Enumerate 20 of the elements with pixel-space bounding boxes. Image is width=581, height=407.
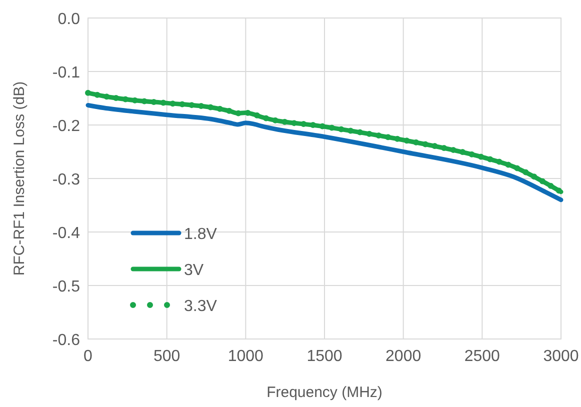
x-tick-label: 2000 [386, 348, 422, 365]
y-tick-label: -0.6 [52, 332, 80, 349]
y-tick-label: 0.0 [58, 11, 80, 28]
x-tick-label: 0 [84, 348, 93, 365]
x-tick-label: 3000 [543, 348, 579, 365]
legend-label: 3V [184, 262, 204, 279]
y-tick-label: -0.4 [52, 225, 80, 242]
legend-label: 3.3V [184, 298, 218, 315]
y-axis-title: RFC-RF1 Insertion Loss (dB) [11, 81, 28, 276]
x-axis-title: Frequency (MHz) [266, 384, 382, 401]
x-tick-label: 2500 [464, 348, 500, 365]
line-series [86, 102, 564, 202]
x-tick-label: 1000 [228, 348, 264, 365]
y-tick-label: -0.5 [52, 278, 80, 296]
y-tick-label: -0.1 [52, 64, 80, 82]
y-tick-label: -0.3 [52, 172, 80, 188]
x-tick-label: 500 [153, 348, 180, 365]
y-tick-label: -0.2 [52, 118, 80, 135]
legend-label: 1.8V [184, 226, 218, 243]
x-tick-label: 1500 [306, 348, 342, 365]
